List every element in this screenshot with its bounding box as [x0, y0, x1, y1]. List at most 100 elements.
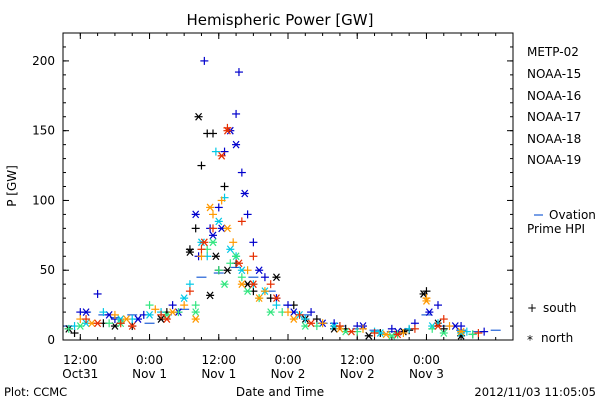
point-south-noaa-18	[197, 252, 206, 261]
point-south-noaa-18	[399, 329, 408, 338]
point-south-noaa-18	[445, 322, 454, 331]
point-south-noaa-17	[226, 259, 235, 268]
point-north-noaa-19	[93, 319, 102, 328]
point-north-noaa-18	[422, 297, 431, 305]
point-north-noaa-19	[234, 259, 243, 268]
y-tick-label: 50	[40, 263, 55, 277]
point-south-noaa-17	[214, 266, 223, 275]
data-points	[64, 56, 489, 340]
point-north-noaa-15	[255, 266, 264, 275]
point-north-metp-02	[223, 266, 232, 275]
point-north-metp-02	[185, 248, 194, 256]
plot-credit: Plot: CCMC	[4, 385, 67, 399]
legend-entry-noaa-18: NOAA-18	[527, 132, 581, 146]
point-north-noaa-15	[82, 308, 91, 316]
point-south-noaa-17	[237, 273, 246, 282]
point-north-noaa-16	[180, 294, 189, 303]
point-south-noaa-17	[191, 301, 200, 310]
point-south-noaa-15	[200, 56, 209, 65]
x-tick-label-date: Nov 3	[409, 367, 444, 381]
legend-south-symbol: +	[527, 301, 537, 315]
point-north-noaa-15	[240, 189, 249, 198]
legend-entry-ovation-line1: Ovation	[549, 208, 596, 222]
point-south-noaa-19	[209, 224, 217, 233]
point-south-noaa-15	[232, 109, 241, 118]
point-north-noaa-16	[457, 329, 466, 337]
point-south-noaa-19	[370, 329, 379, 338]
point-south-noaa-16	[272, 301, 281, 310]
legend-entry-noaa-15: NOAA-15	[527, 67, 581, 81]
point-south-noaa-18	[110, 310, 119, 319]
plot-frame	[62, 32, 514, 341]
point-south-noaa-15	[260, 273, 269, 282]
y-tick-label: 150	[32, 124, 55, 138]
point-north-noaa-17	[191, 308, 200, 316]
point-north-noaa-15	[232, 140, 241, 149]
point-north-noaa-17	[266, 308, 275, 316]
point-south-noaa-17	[145, 301, 154, 310]
point-south-noaa-19	[266, 280, 275, 289]
point-south-metp-02	[220, 182, 229, 191]
point-south-noaa-15	[234, 68, 243, 77]
point-north-noaa-19	[249, 280, 258, 289]
point-south-metp-02	[312, 315, 321, 324]
y-ticks: 0 50 100 150 200	[32, 32, 513, 347]
x-tick-label-time: 0:00	[136, 353, 163, 367]
point-north-noaa-18	[289, 315, 298, 323]
point-south-noaa-17	[468, 330, 477, 339]
point-north-noaa-16	[145, 310, 154, 319]
point-north-noaa-17	[220, 280, 229, 289]
point-north-noaa-15	[191, 210, 200, 219]
x-tick-label-date: Nov 1	[132, 367, 167, 381]
point-north-noaa-18	[255, 294, 264, 303]
point-south-metp-02	[209, 129, 217, 138]
x-tick-label-time: 0:00	[275, 353, 302, 367]
point-south-noaa-15	[237, 168, 246, 177]
point-north-noaa-17	[76, 322, 85, 330]
point-south-metp-02	[197, 161, 206, 170]
legend-entry-ovation-line2: Prime HPI	[527, 222, 585, 236]
legend-entry-noaa-19: NOAA-19	[527, 153, 581, 167]
point-north-noaa-18	[122, 315, 131, 323]
point-south-noaa-16	[211, 147, 220, 156]
point-south-noaa-15	[249, 238, 258, 247]
point-north-noaa-19	[162, 315, 171, 323]
legend-north-symbol: *	[527, 333, 533, 347]
point-south-noaa-15	[434, 301, 442, 310]
point-north-noaa-18	[457, 327, 466, 336]
point-south-noaa-18	[359, 324, 367, 333]
x-tick-label-time: 12:00	[340, 353, 375, 367]
legend-entry-south: south	[543, 301, 577, 315]
point-north-metp-02	[211, 252, 220, 261]
point-south-noaa-18	[180, 301, 189, 310]
point-north-noaa-19	[434, 322, 442, 330]
chart-title: Hemispheric Power [GW]	[187, 11, 374, 29]
y-tick-label: 200	[32, 54, 55, 68]
point-north-noaa-17	[232, 252, 241, 261]
legend-entry-noaa-16: NOAA-16	[527, 89, 581, 103]
point-south-noaa-16	[301, 315, 310, 324]
point-south-noaa-17	[64, 324, 73, 333]
point-south-noaa-19	[410, 324, 419, 333]
legend-entry-noaa-17: NOAA-17	[527, 110, 581, 124]
x-tick-label-date: Nov 2	[271, 367, 306, 381]
point-north-noaa-19	[217, 151, 226, 160]
point-north-metp-02	[272, 273, 281, 282]
point-north-noaa-18	[168, 308, 177, 316]
point-south-noaa-18	[260, 287, 269, 296]
point-south-noaa-19	[335, 322, 344, 331]
point-south-noaa-15	[284, 301, 292, 310]
point-north-metp-02	[419, 290, 428, 298]
point-south-noaa-17	[105, 319, 114, 328]
point-south-noaa-15	[243, 210, 252, 219]
point-north-noaa-19	[393, 330, 402, 339]
legend-entry-north: north	[541, 331, 573, 345]
point-south-noaa-19	[474, 329, 483, 338]
point-south-noaa-19	[237, 217, 246, 226]
point-south-noaa-15	[220, 147, 229, 156]
x-axis-label: Date and Time	[236, 385, 324, 399]
point-south-noaa-16	[185, 280, 194, 289]
point-south-noaa-19	[116, 319, 125, 328]
point-north-noaa-18	[206, 203, 215, 212]
point-south-noaa-15	[214, 203, 223, 212]
